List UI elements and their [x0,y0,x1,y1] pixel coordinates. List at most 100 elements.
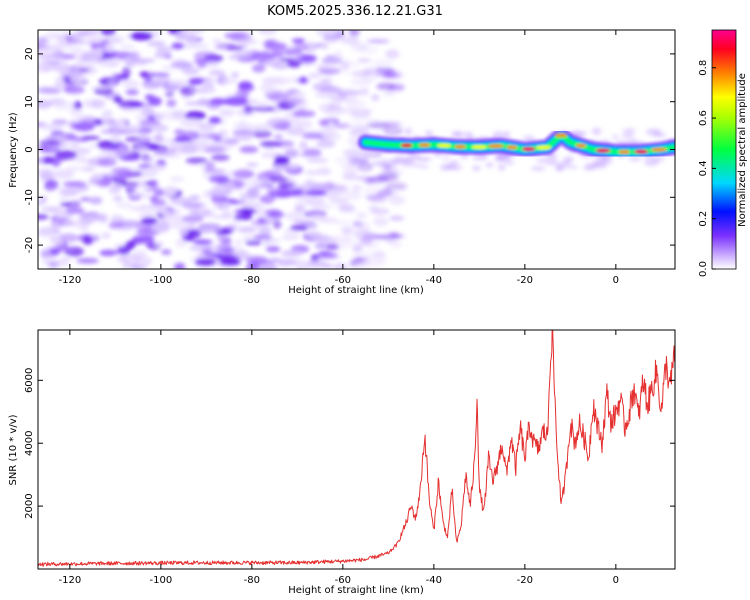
noise-blob [62,181,87,187]
noise-blob [228,54,242,60]
noise-blob [343,71,353,76]
noise-blob [61,30,71,37]
noise-blob [621,133,635,138]
noise-blob [593,159,603,166]
noise-blob [107,119,117,124]
noise-blob [181,202,204,209]
noise-blob [111,167,132,175]
noise-blob [224,181,235,192]
snr-frame [37,329,676,570]
noise-blob [209,97,225,106]
spectrogram-y-tick-label: 10 [24,95,35,108]
noise-blob [333,156,354,164]
noise-blob [322,34,340,43]
noise-blob [323,107,346,116]
snr-x-tick-label: 0 [613,575,619,586]
snr-x-tick-label: -120 [58,575,81,586]
noise-blob [340,36,360,45]
noise-blob [166,98,177,108]
noise-blob [325,189,348,197]
noise-blob [351,126,370,131]
noise-blob [272,220,282,229]
noise-blob [320,42,329,51]
noise-blob [536,158,548,163]
noise-blob [303,148,322,156]
noise-blob [179,85,197,96]
noise-blob [171,42,185,50]
noise-blob [205,161,216,171]
noise-blob [257,217,266,226]
signal-hotspot [521,146,536,152]
noise-blob [367,204,379,212]
noise-blob [187,229,202,239]
noise-blob [110,214,124,223]
noise-blob [38,229,55,238]
colorbar-tick-label: 0.2 [698,211,709,227]
noise-blob [375,72,398,78]
noise-blob [251,64,266,73]
signal-hotspot [418,142,431,148]
noise-blob [289,225,309,231]
noise-blob [50,122,72,127]
noise-blob [316,168,332,176]
noise-blob [566,165,579,169]
noise-blob [59,70,84,78]
noise-blob [78,67,91,73]
noise-blob [268,92,290,102]
noise-blob [52,169,75,180]
noise-blob [366,39,390,44]
signal-hotspot [437,143,452,148]
noise-blob [122,259,131,269]
noise-blob [87,35,104,44]
noise-blob [292,110,316,118]
noise-blob [82,235,94,245]
noise-blob [150,223,170,233]
noise-blob [47,261,60,269]
noise-blob [362,186,381,196]
noise-blob [58,233,79,243]
noise-blob [591,127,602,135]
noise-blob [208,69,226,76]
noise-blob [232,129,254,136]
noise-blob [88,85,112,91]
noise-blob [38,62,52,71]
snr-x-tick-label: -100 [149,575,172,586]
noise-blob [112,195,123,202]
noise-blob [76,257,99,264]
noise-blob [216,234,226,242]
noise-blob [351,251,375,259]
noise-blob [382,125,404,136]
noise-blob [243,104,253,114]
noise-blob [94,119,103,126]
colorbar-label: Normalized spectral amplitude [737,73,748,227]
noise-blob [154,133,164,143]
noise-blob [283,49,303,55]
noise-blob [171,215,183,221]
colorbar-gradient [711,29,737,270]
noise-blob [38,156,45,164]
noise-blob [274,155,290,166]
noise-blob [316,140,336,148]
noise-blob [301,133,324,139]
spectrogram-x-tick-label: 0 [613,275,619,286]
noise-blob [182,66,200,76]
noise-blob [328,197,350,204]
noise-blob [285,211,306,222]
noise-blob [318,119,330,127]
noise-blob [54,133,70,143]
noise-blob [210,154,230,161]
noise-blob [369,253,387,263]
noise-blob [354,162,367,172]
signal-hotspot [487,143,504,149]
noise-blob [424,130,434,137]
noise-blob [101,50,119,55]
noise-blob [186,33,197,44]
noise-blob [237,226,257,233]
noise-blob [403,155,416,164]
noise-blob [197,122,216,132]
noise-blob [560,159,571,167]
noise-blob [385,182,407,191]
snr-y-tick-label: 6000 [24,368,35,393]
noise-blob [259,83,276,93]
noise-blob [165,91,175,97]
